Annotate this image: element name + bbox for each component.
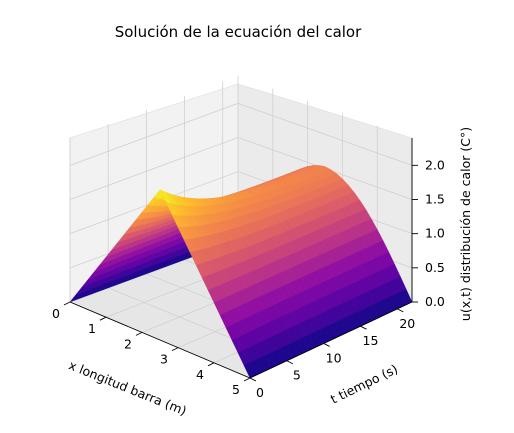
x-tick-mark	[135, 331, 143, 336]
x-tick-label: 0	[52, 306, 60, 321]
x-tick-label: 1	[88, 321, 96, 336]
x-axis-line	[69, 301, 251, 379]
t-tick-label: 0	[256, 385, 264, 400]
t-tick-mark	[286, 360, 294, 365]
x-tick-label: 2	[124, 336, 132, 351]
x-tick-mark	[63, 301, 71, 306]
z-tick-label: 1.0	[425, 226, 445, 241]
chart-title: Solución de la ecuación del calor	[115, 23, 362, 41]
surface-plot	[69, 165, 413, 379]
t-tick-mark	[360, 325, 367, 330]
t-tick-label: 5	[293, 368, 301, 383]
t-tick-label: 15	[363, 333, 379, 348]
x-tick-label: 3	[160, 352, 168, 367]
x-axis-label: x longitud barra (m)	[67, 357, 189, 418]
x-tick-mark	[171, 347, 179, 352]
grid-line-z	[69, 102, 413, 166]
z-tick-label: 0.0	[425, 294, 445, 309]
t-axis-line	[249, 301, 413, 379]
z-tick-label: 0.5	[425, 260, 445, 275]
grid-line-z	[69, 137, 413, 200]
t-tick-mark	[397, 308, 404, 313]
z-tick-label: 2.0	[425, 157, 445, 172]
x-tick-label: 4	[196, 367, 204, 382]
t-tick-label: 10	[326, 350, 342, 365]
z-tick-label: 1.5	[425, 192, 445, 207]
x-tick-mark	[243, 377, 251, 382]
z-axis-label: u(x,t) distribución de calor (C°)	[458, 127, 473, 321]
x-tick-label: 5	[232, 382, 240, 397]
x-tick-mark	[99, 316, 107, 321]
y-axis-label: t tiempo (s)	[328, 361, 400, 406]
x-tick-mark	[207, 362, 215, 367]
t-tick-label: 20	[399, 316, 415, 331]
t-tick-mark	[249, 377, 257, 382]
t-tick-mark	[323, 343, 330, 347]
tick-marks-and-labels: 0 1 2 3 4 5 0 5 10 15 20 0.0 0.5 1.0 1.5 2.0	[52, 157, 445, 400]
